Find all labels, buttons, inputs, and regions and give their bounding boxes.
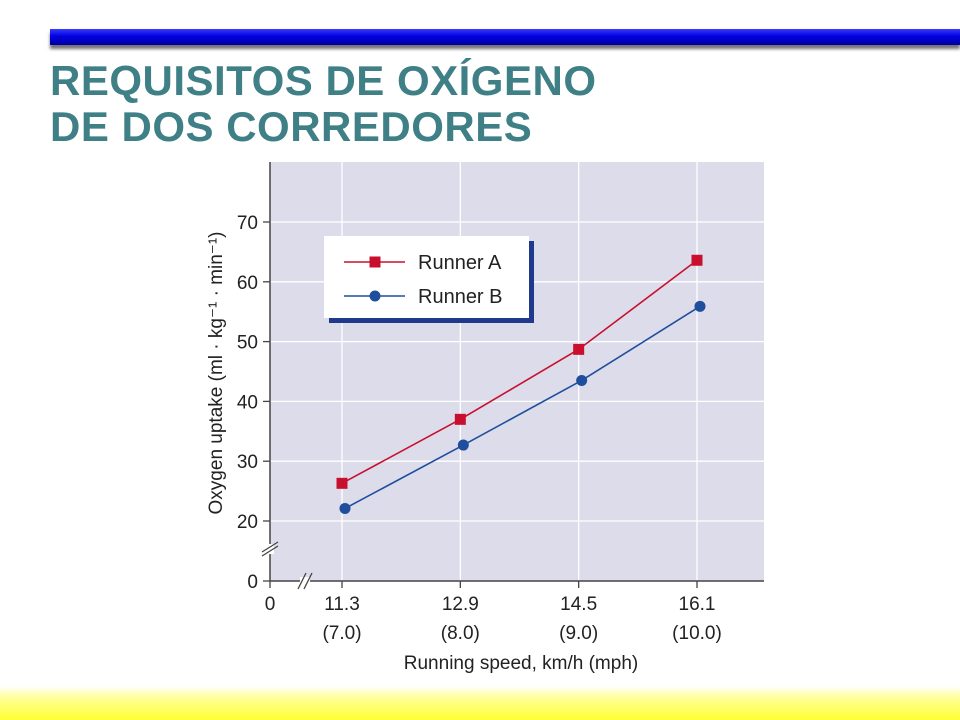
x-tick-label-0: 0: [265, 594, 276, 615]
runner-a-line: [341, 259, 698, 485]
y-tick-label-20: 20: [237, 512, 258, 533]
runner-b-point-3: [694, 300, 706, 312]
x-tick-label-3: 14.5: [560, 594, 597, 615]
y-axis-break-mark: [261, 541, 279, 557]
y-tick-label-40: 40: [237, 392, 258, 413]
x-tick-labels: 0 11.3 (7.0) 12.9 (8.0) 14.5 (9.0) 16.1 (10.0): [265, 594, 722, 644]
runner-a-point-2: [573, 343, 585, 355]
y-tick-label-30: 30: [237, 452, 258, 473]
legend-marker-runner-b: [369, 290, 381, 302]
slide-title-line1: REQUISITOS DE OXÍGENO: [50, 57, 597, 104]
y-tick-label-70: 70: [237, 213, 258, 234]
x-axis-break-gap: [300, 577, 310, 585]
y-tick-label-50: 50: [237, 333, 258, 354]
slide-title-line2: DE DOS CORREDORES: [50, 103, 533, 150]
legend-label-runner-b: Runner B: [418, 286, 503, 308]
runner-b-point-1: [457, 439, 469, 451]
x-tick-sublabel-1: (7.0): [322, 623, 361, 644]
runner-a-point-1: [454, 413, 466, 425]
bottom-band: [0, 686, 960, 720]
x-tick-sublabel-2: (8.0): [441, 623, 480, 644]
x-tick-label-4: 16.1: [679, 594, 716, 615]
x-tick-label-2: 12.9: [442, 594, 479, 615]
plot-background: [270, 162, 764, 581]
runner-b-line: [344, 305, 701, 510]
x-tick-sublabel-4: (10.0): [672, 623, 722, 644]
legend: Runner A Runner B: [324, 236, 534, 323]
axes: [261, 162, 764, 590]
x-tick-label-1: 11.3: [324, 594, 360, 615]
slide-title: REQUISITOS DE OXÍGENO DE DOS CORREDORES: [50, 58, 597, 150]
x-axis-break-mark: [297, 572, 313, 590]
grid: [270, 162, 764, 581]
series-group: [336, 254, 706, 514]
runner-b-point-2: [576, 374, 588, 386]
legend-box: [324, 236, 529, 318]
top-bar: [50, 29, 960, 45]
x-axis-title: Running speed, km/h (mph): [404, 653, 638, 674]
legend-label-runner-a: Runner A: [418, 252, 502, 274]
y-axis-break-gap: [266, 544, 274, 554]
y-tick-label-0: 0: [247, 572, 258, 593]
runner-b-point-0: [339, 502, 351, 514]
runner-a-point-0: [336, 477, 348, 489]
legend-marker-runner-a: [369, 256, 381, 268]
runner-a-point-3: [691, 254, 703, 266]
y-tick-labels: 0 20 30 40 50 60 70: [237, 213, 258, 593]
x-tick-sublabel-3: (9.0): [559, 623, 598, 644]
y-axis-title: Oxygen uptake (ml · kg⁻¹ · min⁻¹): [206, 232, 227, 515]
y-tick-label-60: 60: [237, 273, 258, 294]
